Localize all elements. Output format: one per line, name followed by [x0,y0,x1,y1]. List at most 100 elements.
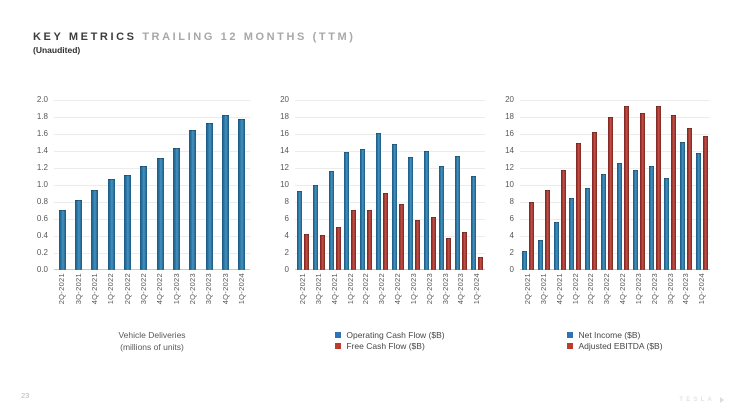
free-cash-flow-b--bar [319,235,325,270]
y-tick-label: 4 [509,231,514,240]
bar-group [295,100,311,270]
chart-net-income-ebitda: 20 18 16 14 12 10 8 6 4 2 0 2Q-2021 3Q-2021 4Q-2021 1Q… [496,92,710,353]
x-tick: 4Q-2023 [678,273,694,321]
operating-cash-flow-b--bar [360,149,366,270]
y-tick-label: 2.0 [36,95,48,104]
y-tick-label: 12 [280,163,289,172]
x-tick: 3Q-2023 [201,273,217,321]
net-income-b--bar [601,173,607,270]
x-tick-label: 2Q-2023 [188,273,198,305]
vehicle-deliveries-bar [238,118,246,270]
y-tick-label: 0.4 [36,231,48,240]
vehicle-deliveries-bar [74,200,82,270]
page-title-light: TRAILING 12 MONTHS (TTM) [142,31,356,43]
x-tick-label: 4Q-2022 [393,273,403,305]
x-tick-label: 4Q-2023 [220,273,230,305]
y-tick-label: 14 [505,146,514,155]
x-tick-label: 1Q-2022 [106,273,116,305]
gridline [520,185,710,186]
x-tick-label: 2Q-2021 [57,273,67,305]
red-swatch-icon [335,343,342,349]
red-swatch-icon [567,343,574,349]
x-tick: 3Q-2023 [662,273,678,321]
vehicle-deliveries-bar [123,174,131,270]
x-tick-label: 4Q-2021 [90,273,100,305]
y-tick-label: 20 [280,95,289,104]
x-tick-label: 4Q-2022 [618,273,628,305]
bar-group [54,100,70,270]
bar-group [87,100,103,270]
x-tick-label: 1Q-2023 [408,273,418,305]
x-tick: 4Q-2021 [327,273,343,321]
chart-cash-flow: 20 18 16 14 12 10 8 6 4 2 0 2Q-2021 3Q-2021 4Q-2021 1Q… [271,92,485,353]
legend-rows: Operating Cash Flow ($B) Free Cash Flow (… [335,328,445,353]
free-cash-flow-b--bar [462,232,468,270]
gridline [295,202,485,203]
y-axis: 20 18 16 14 12 10 8 6 4 2 0 [271,96,295,274]
net-income-b--bar [521,251,527,270]
y-tick-label: 16 [280,129,289,138]
operating-cash-flow-b--bar [407,156,413,270]
gridline [295,134,485,135]
bar-group [168,100,184,270]
adjusted-ebitda-b--bar [608,116,614,270]
x-tick: 2Q-2023 [647,273,663,321]
x-tick: 2Q-2022 [119,273,135,321]
y-tick-label: 1.2 [36,163,48,172]
page-number: 23 [21,391,30,400]
x-tick-label: 1Q-2022 [345,273,355,305]
x-axis-labels: 2Q-2021 3Q-2021 4Q-2021 1Q-2022 2Q-2022 3Q-20… [520,273,710,321]
bar-group [631,100,647,270]
chart-legend: Vehicle Deliveries (millions of units) [54,330,250,354]
legend-label: Net Income ($B) [578,329,641,340]
x-tick: 3Q-2021 [311,273,327,321]
plot-area [295,100,485,270]
operating-cash-flow-b--bar [296,190,302,270]
bar-group [453,100,469,270]
legend-label: Free Cash Flow ($B) [346,341,425,351]
gridline [520,151,710,152]
x-tick: 1Q-2023 [631,273,647,321]
vehicle-deliveries-bar [189,130,197,270]
free-cash-flow-b--bar [414,219,420,270]
bar-group [536,100,552,270]
bars [295,100,485,270]
adjusted-ebitda-b--bar [639,112,645,270]
legend-item: Operating Cash Flow ($B) [335,330,445,340]
gridline [520,100,710,101]
bar-group [103,100,119,270]
bar-group [119,100,135,270]
gridline [295,151,485,152]
x-tick: 1Q-2024 [234,273,250,321]
operating-cash-flow-b--bar [455,155,461,270]
vehicle-deliveries-bar [140,166,148,270]
net-income-b--bar [585,188,591,270]
x-tick-label: 3Q-2022 [602,273,612,305]
free-cash-flow-b--bar [367,209,373,270]
x-tick: 4Q-2023 [453,273,469,321]
gridline [520,117,710,118]
y-tick-label: 16 [505,129,514,138]
x-tick-label: 2Q-2022 [361,273,371,305]
y-tick-label: 4 [284,231,289,240]
page-title-bold: KEY METRICS [33,31,137,43]
x-tick: 4Q-2022 [152,273,168,321]
chart-body: 2.0 1.8 1.6 1.4 1.2 1.0 0.8 0.6 0.4 0.2 0.0 [28,92,250,274]
adjusted-ebitda-b--bar [687,127,693,270]
y-tick-label: 18 [280,112,289,121]
net-income-b--bar [664,178,670,270]
bar-group [311,100,327,270]
bar-group [136,100,152,270]
free-cash-flow-b--bar [478,257,484,270]
adjusted-ebitda-b--bar [703,135,709,270]
gridline [520,134,710,135]
adjusted-ebitda-b--bar [544,189,550,270]
gridline [520,269,710,270]
gridline [520,219,710,220]
blue-swatch-icon [335,331,342,338]
vehicle-deliveries-bar [107,178,115,270]
operating-cash-flow-b--bar [376,133,382,270]
bar-group [234,100,250,270]
y-tick-label: 10 [280,180,289,189]
